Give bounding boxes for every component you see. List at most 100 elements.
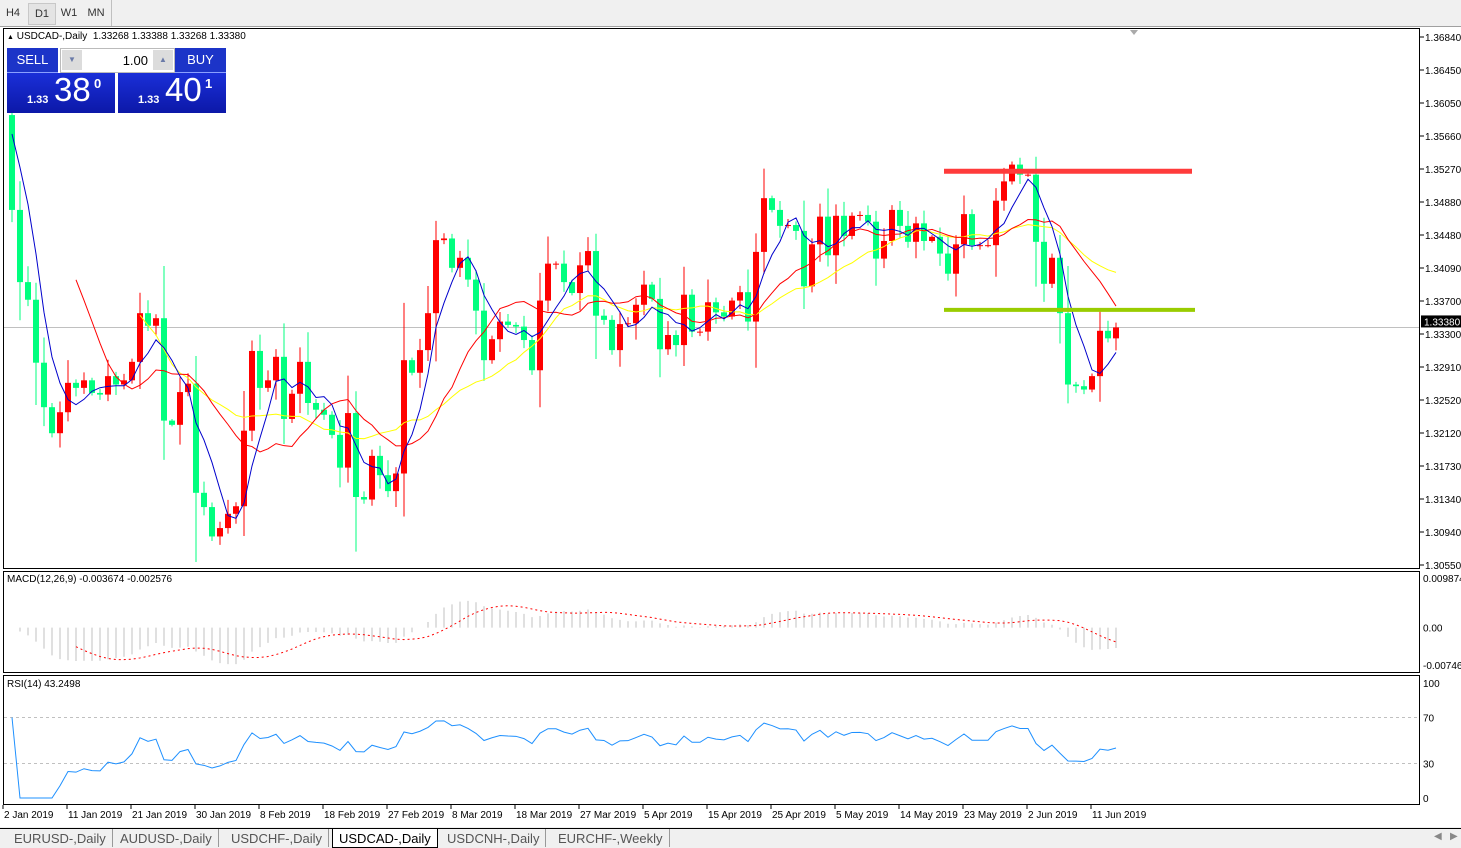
date-tick-label: 18 Feb 2019 bbox=[324, 810, 381, 821]
candle-bearish bbox=[281, 356, 287, 419]
candle-bullish bbox=[401, 360, 407, 474]
candle-bearish bbox=[169, 420, 175, 425]
candle-bearish bbox=[657, 298, 663, 350]
tab-eurusd[interactable]: EURUSD-,Daily bbox=[8, 829, 113, 847]
candle-bullish bbox=[129, 361, 135, 381]
candle-bearish bbox=[777, 209, 783, 226]
candle-bearish bbox=[473, 279, 479, 311]
sell-price[interactable]: 1.33 38 0 bbox=[7, 71, 115, 113]
candle-bullish bbox=[697, 331, 703, 333]
chart-shift-marker-icon bbox=[1130, 30, 1138, 35]
candle-bullish bbox=[1089, 376, 1095, 390]
candle-bearish bbox=[897, 209, 903, 226]
tab-usdcad[interactable]: USDCAD-,Daily bbox=[332, 829, 438, 848]
candle-bullish bbox=[137, 313, 143, 362]
lot-decrease-icon[interactable]: ▼ bbox=[62, 50, 82, 70]
scroll-left-icon[interactable]: ◀ bbox=[1434, 831, 1442, 842]
candle-bullish bbox=[761, 198, 767, 252]
macd-signal-line bbox=[75, 605, 1117, 661]
candle-bearish bbox=[145, 313, 151, 326]
date-tick-label: 30 Jan 2019 bbox=[196, 810, 251, 821]
candle-bullish bbox=[625, 323, 631, 325]
candle-bullish bbox=[537, 300, 543, 371]
buy-price[interactable]: 1.33 40 1 bbox=[118, 71, 226, 113]
rsi-line bbox=[11, 717, 1117, 799]
candle-bearish bbox=[9, 115, 15, 210]
date-tick-label: 2 Jan 2019 bbox=[4, 810, 54, 821]
timeframe-d1[interactable]: D1 bbox=[28, 3, 56, 25]
scroll-right-icon[interactable]: ▶ bbox=[1450, 831, 1458, 842]
candle-bullish bbox=[121, 380, 127, 385]
price-tick-label: 1.32910 bbox=[1425, 363, 1461, 374]
chart-window[interactable]: 1.36840 1.36450 1.36050 1.35660 1.35270 1.348… bbox=[0, 27, 1461, 827]
candle-bullish bbox=[681, 294, 687, 346]
date-tick-label: 5 May 2019 bbox=[836, 810, 889, 821]
candle-bearish bbox=[329, 414, 335, 435]
candle-bullish bbox=[457, 257, 463, 268]
candle-bullish bbox=[913, 223, 919, 242]
tab-usdchf[interactable]: USDCHF-,Daily bbox=[225, 829, 329, 847]
candle-bullish bbox=[81, 380, 87, 388]
candle-bearish bbox=[561, 263, 567, 283]
price-tick-label: 1.36050 bbox=[1425, 99, 1461, 110]
candle-bearish bbox=[209, 507, 215, 537]
collapse-triangle-icon[interactable]: ▲ bbox=[7, 34, 14, 41]
candle-bearish bbox=[793, 225, 799, 231]
chart-legend: ▲ USDCAD-,Daily 1.33268 1.33388 1.33268 … bbox=[7, 31, 246, 42]
candle-bearish bbox=[513, 324, 519, 327]
candle-bearish bbox=[609, 319, 615, 351]
bid-price-label: 1.33380 bbox=[1424, 317, 1461, 328]
price-tick-label: 1.33300 bbox=[1425, 330, 1461, 341]
candle-bearish bbox=[1033, 174, 1039, 242]
candle-bullish bbox=[641, 284, 647, 305]
candle-bearish bbox=[25, 282, 31, 300]
price-tick-label: 1.35660 bbox=[1425, 132, 1461, 143]
candle-bearish bbox=[529, 340, 535, 371]
candle-bullish bbox=[993, 200, 999, 246]
price-tick-label: 1.34090 bbox=[1425, 264, 1461, 275]
lot-increase-icon[interactable]: ▲ bbox=[153, 50, 173, 70]
rsi-axis-label: 100 bbox=[1423, 679, 1440, 690]
candle-bullish bbox=[985, 245, 991, 247]
macd-label: MACD(12,26,9) -0.003674 -0.002576 bbox=[7, 574, 173, 585]
date-tick-label: 14 May 2019 bbox=[900, 810, 958, 821]
lot-size-stepper[interactable]: ▼ 1.00 ▲ bbox=[60, 48, 175, 73]
price-tick-label: 1.34880 bbox=[1425, 198, 1461, 209]
sell-price-fraction: 0 bbox=[94, 76, 102, 91]
candle-bullish bbox=[961, 214, 967, 245]
candle-bearish bbox=[825, 216, 831, 256]
price-tick-label: 1.31730 bbox=[1425, 462, 1461, 473]
main-plot-frame bbox=[3, 28, 1420, 569]
price-tick-label: 1.36450 bbox=[1425, 66, 1461, 77]
candle-bullish bbox=[57, 412, 63, 434]
symbol-label: USDCAD-,Daily bbox=[16, 31, 88, 42]
timeframe-mn[interactable]: MN bbox=[87, 7, 105, 19]
lot-size-input[interactable]: 1.00 bbox=[122, 53, 148, 68]
date-tick-label: 11 Jan 2019 bbox=[68, 810, 123, 821]
macd-axis-label: 0.00 bbox=[1423, 624, 1443, 635]
candle-bullish bbox=[225, 513, 231, 529]
sell-button[interactable]: SELL bbox=[7, 48, 58, 73]
candle-bearish bbox=[1073, 384, 1079, 387]
price-tick-label: 1.32520 bbox=[1425, 396, 1461, 407]
timeframe-w1[interactable]: W1 bbox=[60, 7, 78, 19]
candle-bearish bbox=[569, 282, 575, 294]
buy-button[interactable]: BUY bbox=[175, 48, 226, 73]
candle-bullish bbox=[809, 244, 815, 287]
candle-bullish bbox=[497, 321, 503, 340]
buy-price-pips: 40 bbox=[165, 71, 202, 108]
candle-bearish bbox=[593, 251, 599, 316]
candle-bullish bbox=[1097, 330, 1103, 377]
price-tick-label: 1.30940 bbox=[1425, 528, 1461, 539]
toolbar-divider bbox=[111, 0, 112, 26]
tab-audusd[interactable]: AUDUSD-,Daily bbox=[114, 829, 219, 847]
rsi-axis-label: 0 bbox=[1423, 794, 1429, 805]
timeframe-h4[interactable]: H4 bbox=[5, 7, 21, 19]
tab-usdcnh[interactable]: USDCNH-,Daily bbox=[441, 829, 547, 847]
candle-bullish bbox=[273, 356, 279, 381]
candle-bullish bbox=[929, 236, 935, 241]
candle-bullish bbox=[817, 216, 823, 245]
candle-bearish bbox=[969, 214, 975, 246]
tab-eurchf[interactable]: EURCHF-,Weekly bbox=[552, 829, 670, 847]
candle-bearish bbox=[201, 492, 207, 508]
